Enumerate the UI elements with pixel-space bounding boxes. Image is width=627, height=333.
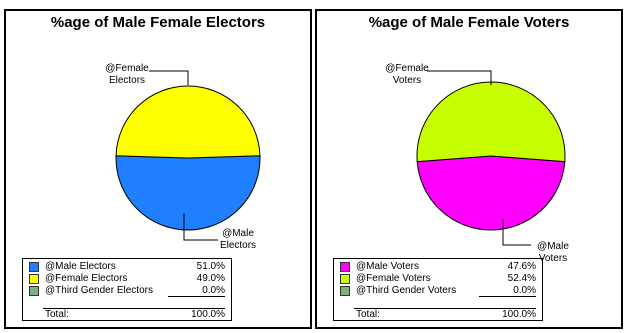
female-callout-line — [149, 70, 189, 85]
legend-row-third: @Third Gender Voters 0.0% — [334, 285, 542, 297]
third-gender-swatch — [340, 286, 350, 296]
voters-pie-svg: @Male Voters @Female Voters — [385, 63, 569, 264]
legend-label: @Female Voters — [356, 273, 431, 284]
male-callout-line — [502, 219, 531, 246]
total-divider — [43, 308, 225, 309]
legend-underline — [168, 296, 225, 297]
legend-label: @Male Electors — [45, 261, 116, 272]
voters-legend: @Male Voters 47.6% @Female Voters 52.4% … — [333, 258, 543, 321]
legend-value: 0.0% — [202, 285, 225, 296]
legend-value: 47.6% — [507, 261, 536, 272]
female-swatch — [340, 274, 350, 284]
third-gender-swatch — [29, 286, 39, 296]
total-value: 100.0% — [191, 309, 225, 320]
legend-value: 0.0% — [513, 285, 536, 296]
female-callout-line1: @Female — [105, 63, 149, 74]
male-callout-line2: Voters — [539, 253, 567, 264]
legend-value: 52.4% — [507, 273, 536, 284]
female-swatch — [29, 274, 39, 284]
legend-value: 49.0% — [196, 273, 225, 284]
female-callout-line1: @Female — [385, 63, 429, 74]
male-callout-line2: Electors — [220, 240, 256, 251]
legend-row-male: @Male Electors 51.0% — [23, 261, 231, 273]
legend-label: @Third Gender Electors — [45, 285, 153, 296]
chart-title: %age of Male Female Voters — [368, 14, 570, 31]
female-callout-line2: Voters — [393, 75, 421, 86]
female-callout-line — [427, 70, 492, 85]
total-label: Total: — [45, 309, 69, 320]
electors-pie-svg: @Male Electors @Female Electors — [105, 63, 261, 251]
pie-slice-male — [115, 155, 261, 231]
electors-chart-panel: %age of Male Female Electors @Male Elect… — [4, 9, 312, 329]
legend-row-total: Total: 100.0% — [334, 309, 542, 321]
male-swatch — [340, 262, 350, 272]
legend-label: @Female Electors — [45, 273, 128, 284]
legend-label: @Third Gender Voters — [356, 285, 457, 296]
male-callout-line1: @Male — [537, 241, 569, 252]
total-label: Total: — [356, 309, 380, 320]
total-value: 100.0% — [502, 309, 536, 320]
electors-legend: @Male Electors 51.0% @Female Electors 49… — [22, 258, 232, 321]
male-swatch — [29, 262, 39, 272]
legend-row-female: @Female Voters 52.4% — [334, 273, 542, 285]
total-divider — [354, 308, 536, 309]
voters-chart-panel: %age of Male Female Voters @Male Voters … — [315, 9, 623, 329]
chart-title: %age of Male Female Electors — [50, 14, 266, 31]
legend-row-total: Total: 100.0% — [23, 309, 231, 321]
legend-label: @Male Voters — [356, 261, 419, 272]
male-callout-line — [183, 213, 218, 241]
male-callout-line1: @Male — [222, 228, 254, 239]
legend-underline — [479, 296, 536, 297]
pie-slice-male — [416, 155, 566, 231]
legend-row-female: @Female Electors 49.0% — [23, 273, 231, 285]
female-callout-line2: Electors — [109, 75, 145, 86]
legend-row-third: @Third Gender Electors 0.0% — [23, 285, 231, 297]
legend-value: 51.0% — [196, 261, 225, 272]
legend-row-male: @Male Voters 47.6% — [334, 261, 542, 273]
pie-slice-female — [416, 81, 566, 163]
pie-slice-female — [115, 85, 261, 159]
